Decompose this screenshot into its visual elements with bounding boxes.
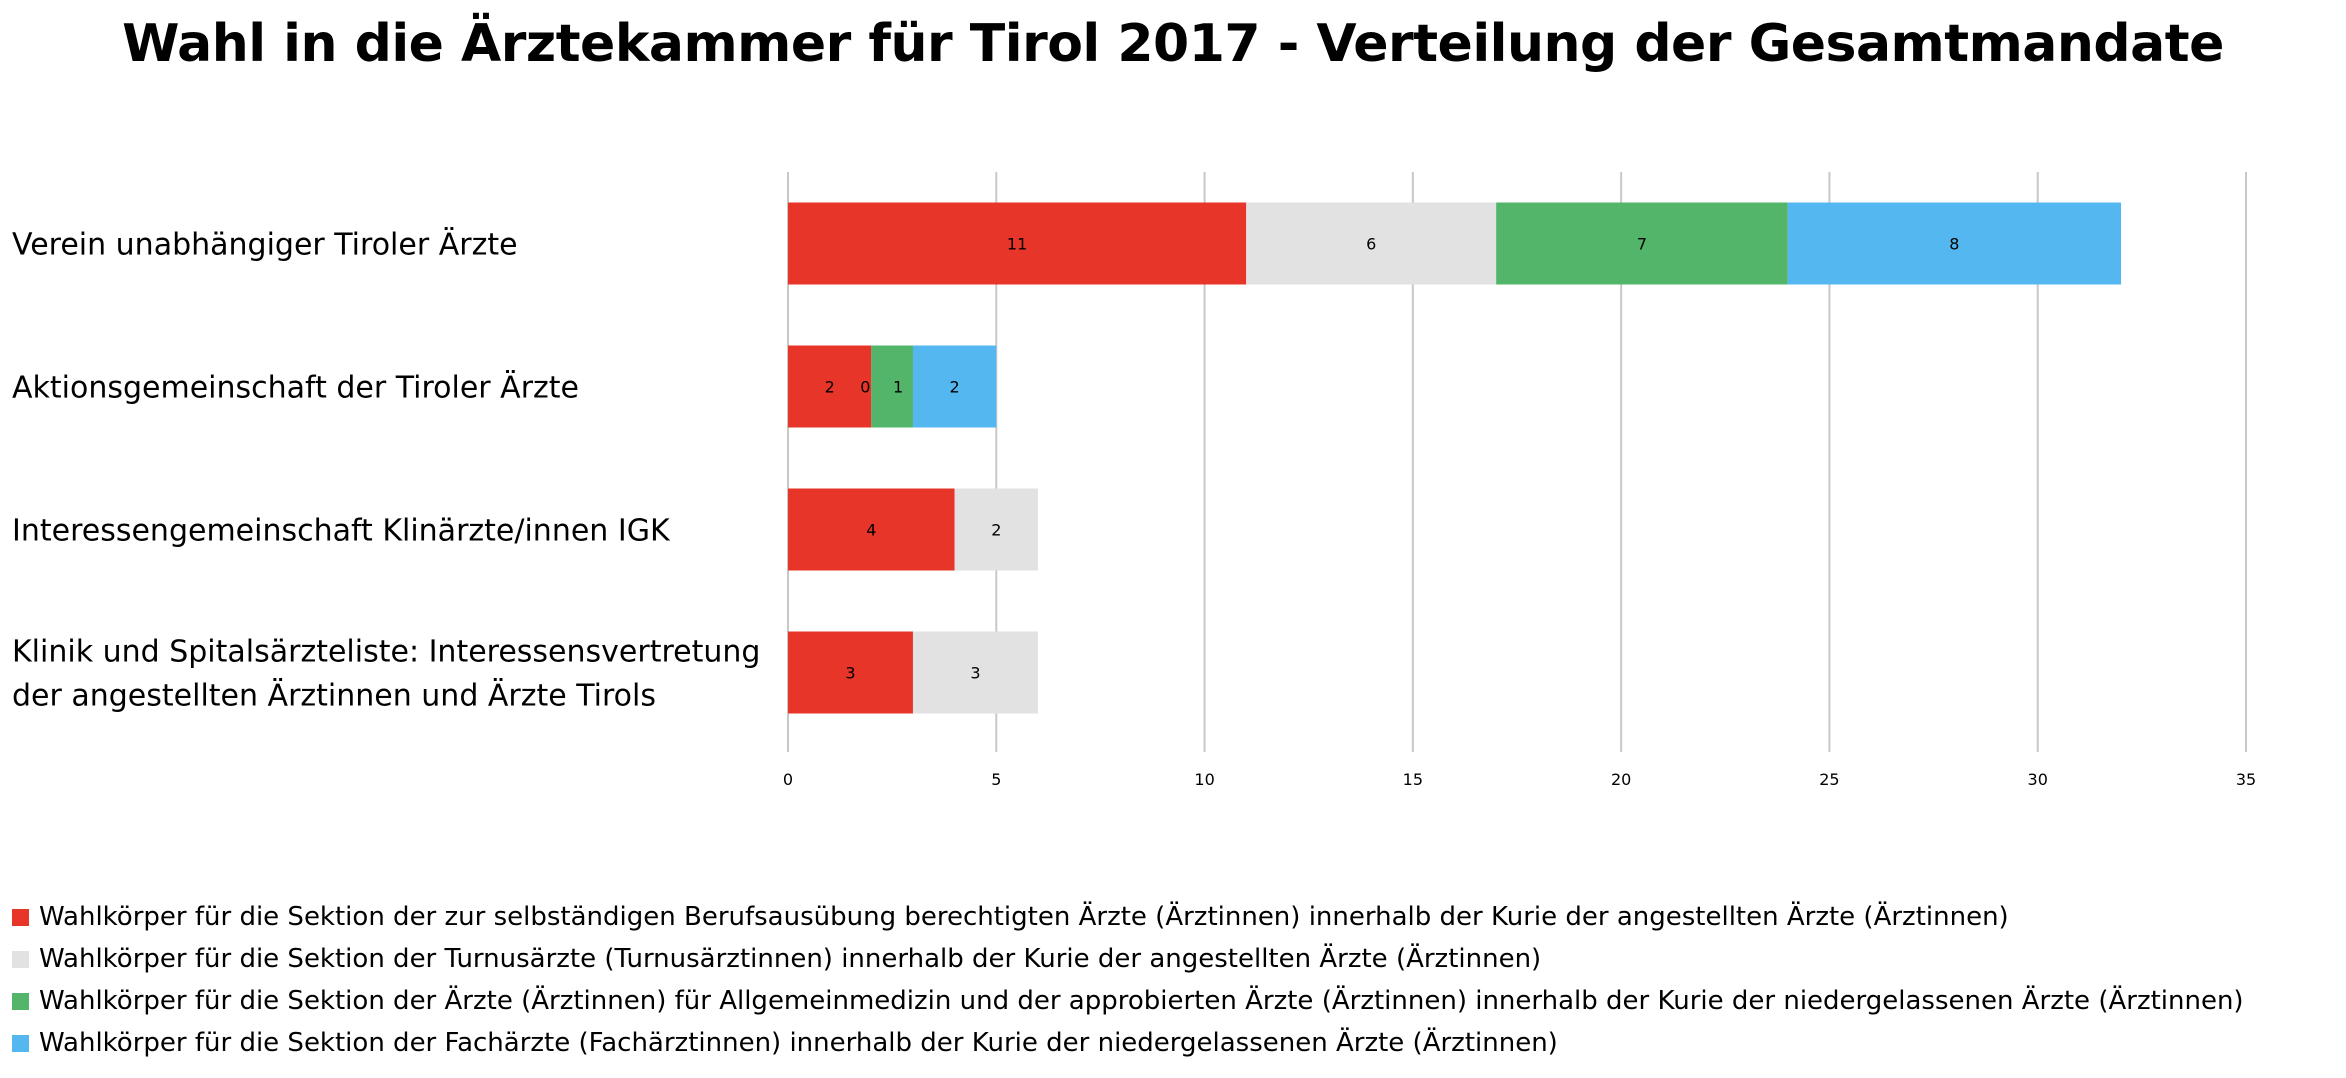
bar-segment-3-1 (788, 488, 955, 571)
x-tick-label-5: 5 (991, 770, 1001, 789)
bar-segment-2-1 (788, 345, 872, 428)
data-label-3-1: 4 (866, 521, 876, 540)
legend-item-4: Wahlkörper für die Sektion der Fachärzte… (12, 1022, 2332, 1064)
data-label-3-2: 2 (991, 521, 1001, 540)
legend-swatch-2 (12, 950, 29, 968)
legend-label-2: Wahlkörper für die Sektion der Turnusärz… (39, 944, 1542, 974)
legend-label-1: Wahlkörper für die Sektion der zur selbs… (39, 902, 2009, 932)
bar-segment-3-2 (954, 488, 1038, 571)
category-label-2: Aktionsgemeinschaft der Tiroler Ärzte (12, 370, 579, 406)
bars (788, 202, 2122, 714)
x-tick-label-20: 20 (1611, 770, 1631, 789)
data-label-2-4: 2 (950, 378, 960, 397)
legend-swatch-3 (12, 992, 29, 1010)
data-label-4-1: 3 (845, 664, 855, 683)
chart-title: Wahl in die Ärztekammer für Tirol 2017 -… (122, 14, 2224, 74)
bar-segment-1-2 (1246, 202, 1497, 285)
category-label-4: Klinik und Spitalsärzteliste: Interessen… (12, 635, 760, 714)
data-label-4-2: 3 (970, 664, 980, 683)
legend-label-4: Wahlkörper für die Sektion der Fachärzte… (39, 1028, 1558, 1058)
bar-segment-1-1 (788, 202, 1247, 285)
bar-segment-1-4 (1787, 202, 2122, 285)
data-label-1-1: 11 (1007, 235, 1027, 254)
bar-segment-4-2 (912, 631, 1038, 714)
x-tick-label-30: 30 (2028, 770, 2048, 789)
x-tick-label-15: 15 (1403, 770, 1423, 789)
bar-segment-2-3 (871, 345, 913, 428)
x-tick-label-0: 0 (783, 770, 793, 789)
data-label-1-3: 7 (1637, 235, 1647, 254)
data-label-2-2: 0 (860, 378, 870, 397)
data-labels: 11 6 7 8 2 0 1 2 4 2 3 3 (825, 235, 1960, 683)
data-label-1-4: 8 (1949, 235, 1959, 254)
legend-item-3: Wahlkörper für die Sektion der Ärzte (Är… (12, 980, 2332, 1022)
legend: Wahlkörper für die Sektion der zur selbs… (12, 896, 2332, 1064)
legend-item-2: Wahlkörper für die Sektion der Turnusärz… (12, 938, 2332, 980)
legend-swatch-4 (12, 1034, 29, 1052)
legend-label-3: Wahlkörper für die Sektion der Ärzte (Är… (39, 986, 2244, 1016)
x-tick-label-25: 25 (1819, 770, 1839, 789)
bar-segment-4-1 (788, 631, 913, 714)
data-label-1-2: 6 (1366, 235, 1376, 254)
bar-segment-2-4 (912, 345, 997, 428)
x-tick-label-35: 35 (2236, 770, 2256, 789)
legend-item-1: Wahlkörper für die Sektion der zur selbs… (12, 896, 2332, 938)
category-labels: Verein unabhängiger Tiroler Ärzte Aktions… (12, 227, 760, 714)
legend-swatch-1 (12, 908, 29, 926)
data-label-2-3: 1 (893, 378, 903, 397)
x-axis-ticks: 0 5 10 15 20 25 30 35 (783, 770, 2256, 789)
x-tick-label-10: 10 (1194, 770, 1214, 789)
category-label-1: Verein unabhängiger Tiroler Ärzte (12, 227, 518, 263)
data-label-2-1: 2 (825, 378, 835, 397)
bar-segment-1-3 (1496, 202, 1788, 285)
category-label-3: Interessengemeinschaft Klinärzte/innen I… (12, 514, 671, 549)
